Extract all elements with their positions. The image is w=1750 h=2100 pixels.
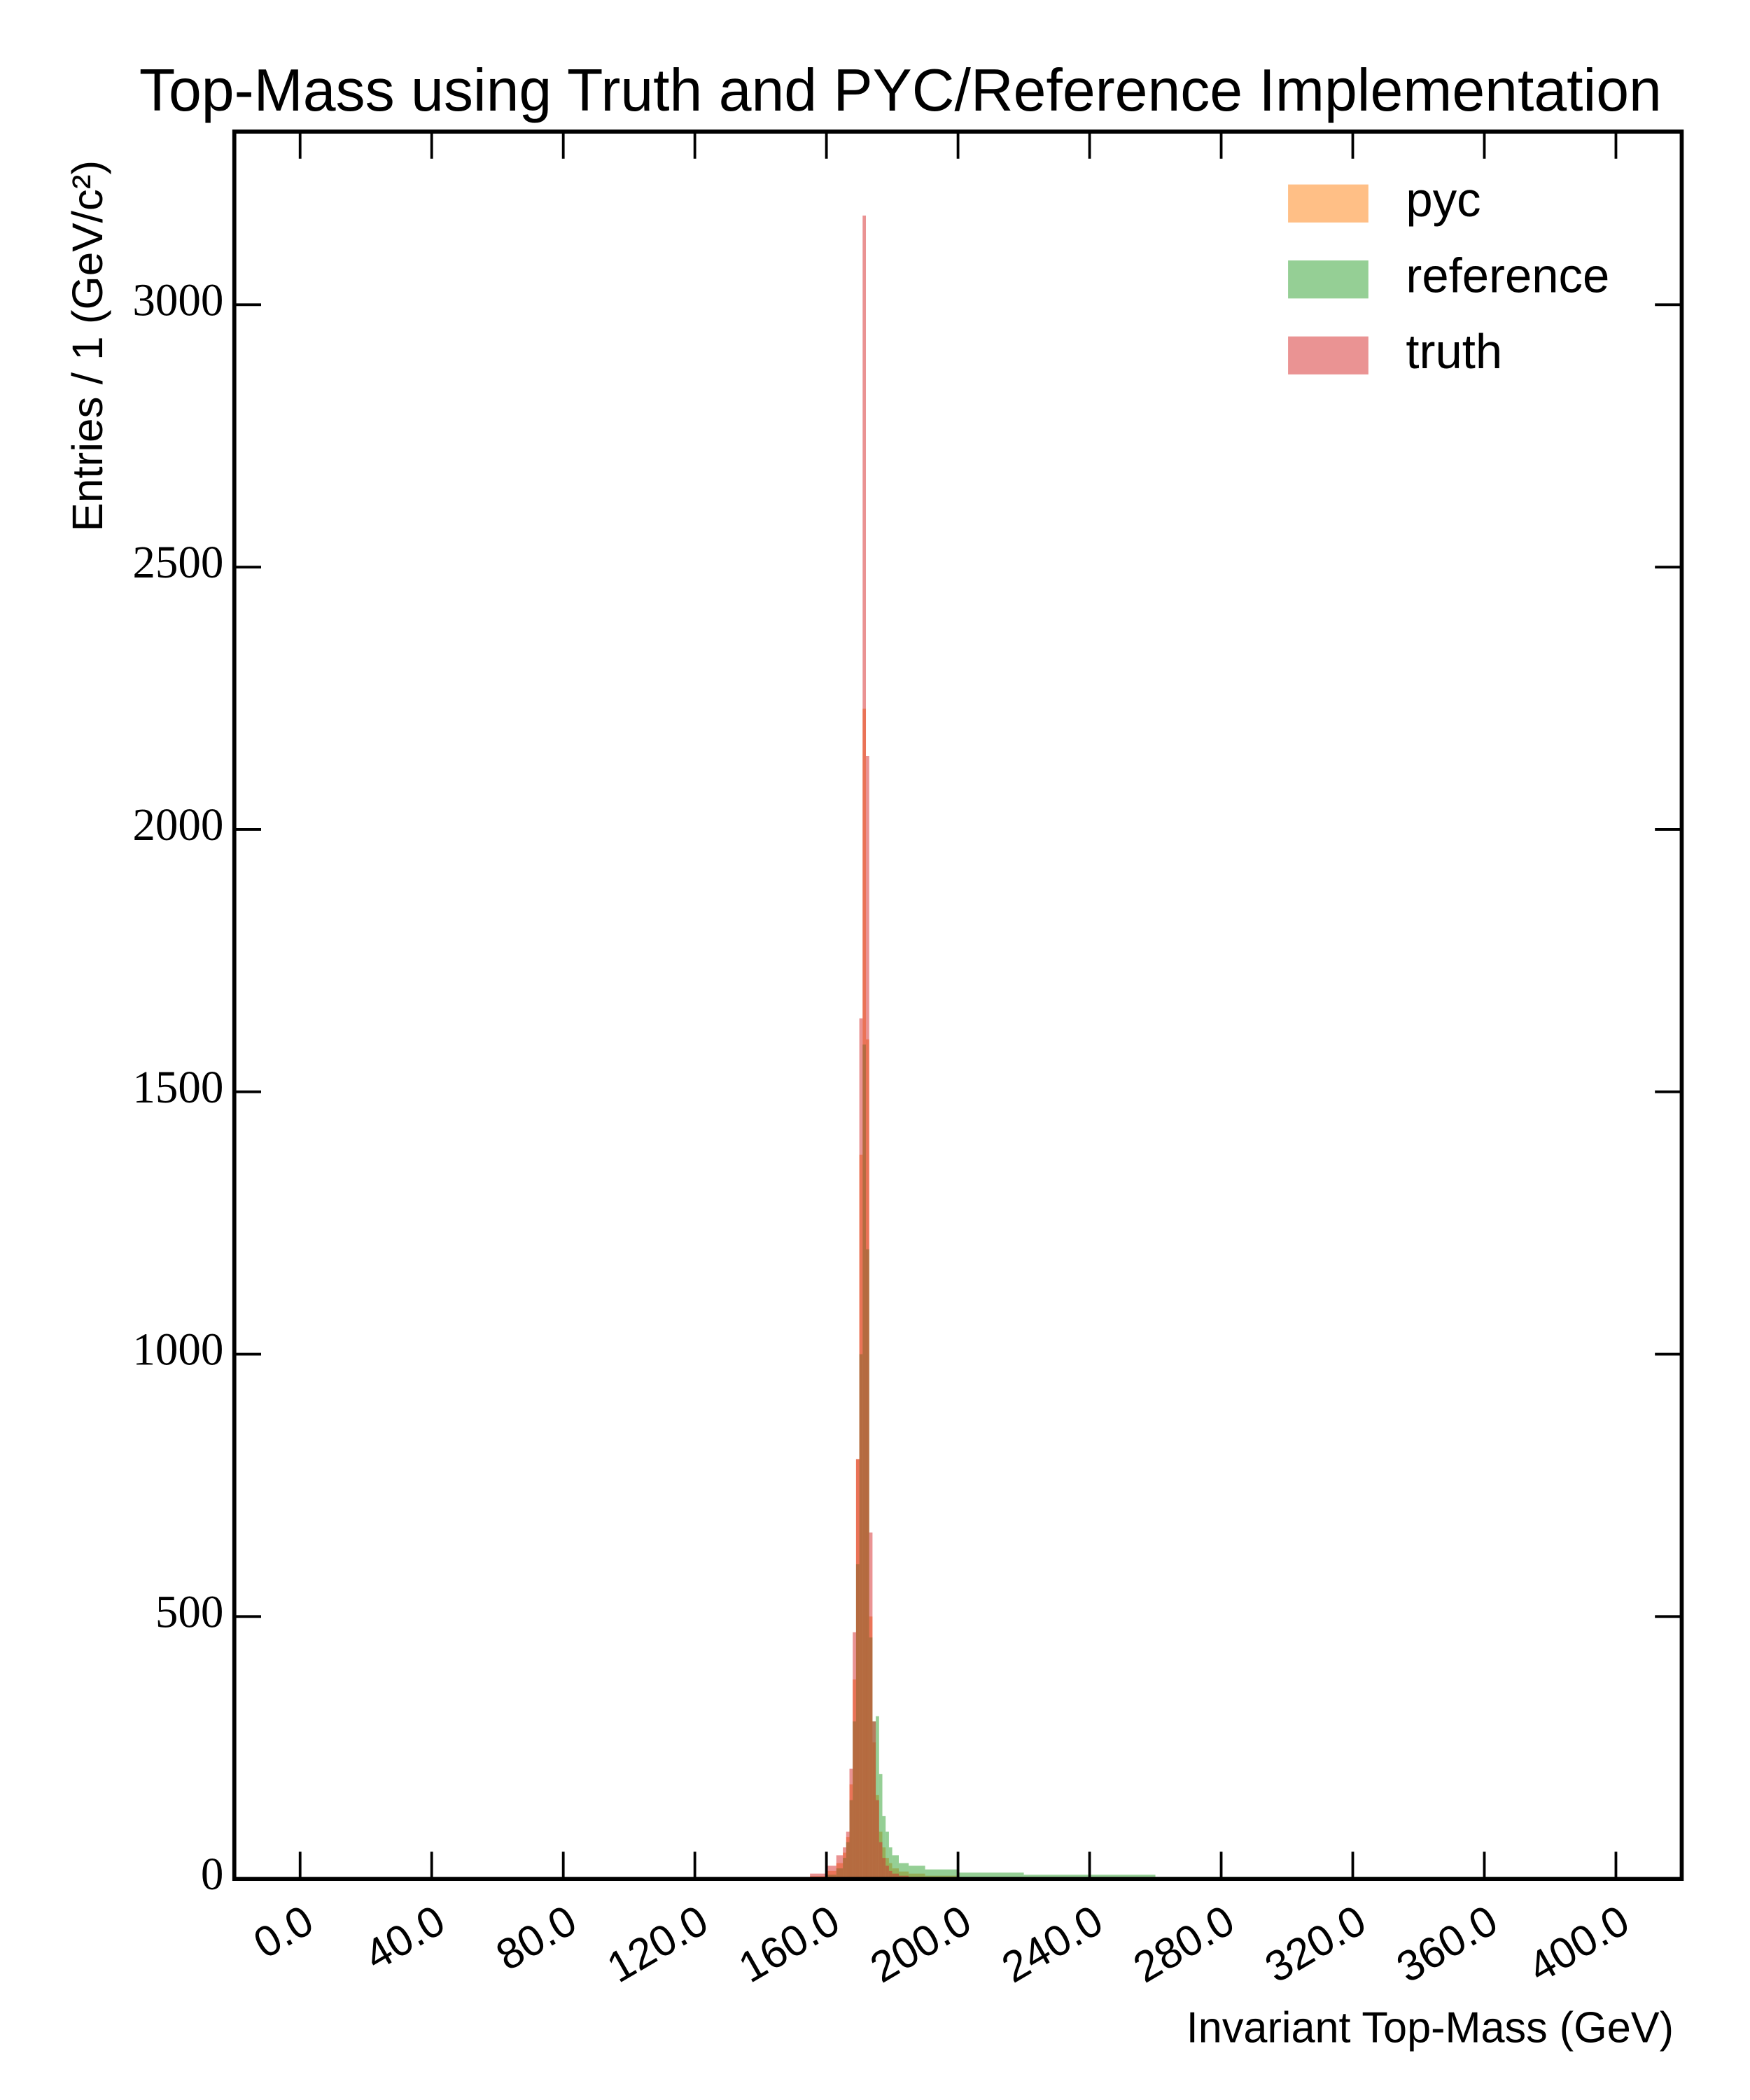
histogram-bar (810, 1873, 827, 1879)
y-tick-label: 1000 (132, 1324, 223, 1375)
y-tick-label: 3000 (132, 275, 223, 326)
histogram-bar (876, 1800, 879, 1879)
axes-frame (232, 130, 1684, 1882)
y-axis-label: Entries / 1 (GeV/c²) (64, 160, 113, 532)
histogram-bar (859, 1018, 863, 1879)
x-tick-label: 280.0 (1126, 1896, 1242, 1992)
histogram-bar (882, 1858, 886, 1879)
histogram-bar (872, 1721, 876, 1879)
histogram-bar (876, 1716, 879, 1879)
histogram-bar (882, 1816, 886, 1879)
x-tick-label: 0.0 (246, 1896, 321, 1968)
histogram-bar (878, 1842, 883, 1879)
x-tick-label: 400.0 (1520, 1896, 1637, 1992)
x-tick-label: 120.0 (599, 1896, 716, 1992)
histogram-bar (843, 1847, 846, 1879)
y-tick-label: 2000 (132, 800, 223, 850)
histogram-bar (866, 755, 869, 1879)
histogram-bar (878, 1774, 883, 1879)
histogram-bar (892, 1855, 899, 1879)
x-tick-label: 240.0 (994, 1896, 1111, 1992)
legend-label: reference (1406, 248, 1609, 303)
legend-swatch (1288, 184, 1368, 223)
x-tick-label: 320.0 (1257, 1896, 1374, 1992)
y-tick-label: 2500 (132, 538, 223, 588)
y-tick-label: 500 (155, 1587, 224, 1637)
x-tick-label: 200.0 (862, 1896, 979, 1992)
y-tick-label: 1500 (132, 1062, 223, 1112)
histogram-bar (925, 1869, 958, 1879)
x-tick-label: 80.0 (489, 1896, 584, 1980)
histogram-bar (909, 1865, 925, 1879)
x-tick-label: 160.0 (731, 1896, 848, 1992)
histogram-bar (888, 1847, 892, 1879)
histogram-bar (886, 1865, 889, 1879)
histogram-bar (892, 1873, 899, 1879)
plot-area (793, 215, 1616, 1879)
legend-label: truth (1406, 324, 1502, 379)
histogram-bar (853, 1632, 856, 1879)
legend-swatch (1288, 336, 1368, 374)
histogram-bar (826, 1865, 836, 1879)
x-tick-label: 360.0 (1389, 1896, 1506, 1992)
legend-label: pyc (1406, 172, 1480, 227)
histogram-bar (958, 1872, 1024, 1879)
x-tick-label: 40.0 (357, 1896, 453, 1980)
legend-swatch (1288, 260, 1368, 299)
histogram-bar (869, 1532, 873, 1879)
histogram-bar (836, 1855, 844, 1879)
histogram-bar (846, 1831, 850, 1879)
histogram-bar (886, 1831, 889, 1879)
histogram-bar (888, 1870, 892, 1879)
x-axis-label: Invariant Top-Mass (GeV) (1186, 2003, 1674, 2052)
chart-title: Top-Mass using Truth and PYC/Reference I… (139, 57, 1662, 124)
histogram-bar (855, 1459, 860, 1879)
histogram-bar (899, 1863, 909, 1879)
histogram-bar (849, 1768, 853, 1879)
y-tick-label: 0 (201, 1849, 224, 1900)
histogram-bar (862, 215, 867, 1879)
